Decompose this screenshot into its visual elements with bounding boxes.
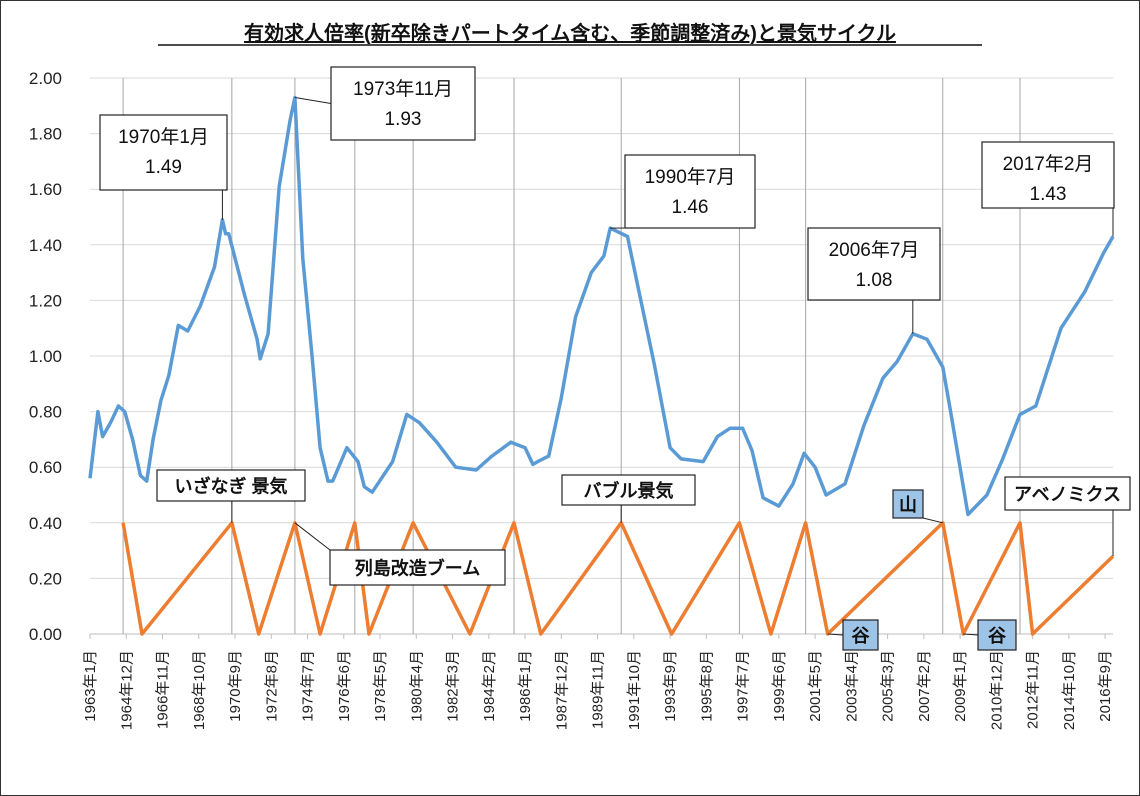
callout-box: [329, 549, 506, 586]
x-tick-label: 2016年9月: [1097, 650, 1114, 722]
y-tick-label: 0.00: [29, 625, 62, 644]
callout-box: [99, 114, 228, 191]
callout-text: 1.43: [1030, 184, 1067, 205]
callout-box: [892, 489, 924, 519]
callout-text: 1973年11月: [353, 78, 453, 100]
callout-text: 1.49: [145, 157, 182, 178]
y-tick-label: 0.80: [29, 403, 62, 422]
callout-text: 1990年7月: [645, 166, 736, 188]
x-tick-label: 1970年9月: [227, 650, 244, 722]
y-tick-label: 0.40: [29, 514, 62, 533]
callout-box: [156, 469, 306, 502]
y-tick-label: 0.60: [29, 458, 62, 477]
callout-text: 1.93: [385, 109, 422, 130]
x-tick-label: 2009年1月: [952, 650, 969, 722]
x-tick-label: 2001年5月: [807, 650, 824, 722]
x-tick-label: 1976年6月: [336, 650, 353, 722]
x-tick-label: 1978年5月: [372, 650, 389, 722]
callout-text: 2006年7月: [829, 239, 920, 261]
callout-box: [330, 66, 476, 141]
annotation-callout: 山: [892, 489, 943, 524]
x-tick-label: 1963年1月: [82, 650, 99, 722]
annotation-callout: 谷: [963, 619, 1017, 651]
y-tick-label: 0.20: [29, 569, 62, 588]
annotation-callout: 谷: [827, 619, 879, 651]
x-tick-label: 1989年11月: [590, 650, 607, 729]
x-tick-label: 1995年8月: [698, 650, 715, 722]
annotation-callout: アベノミクス: [1004, 476, 1131, 557]
annotation-callout: 1973年11月 1.93: [294, 66, 476, 141]
x-tick-label: 1999年6月: [771, 650, 788, 722]
callout-box: [807, 227, 941, 301]
callout-leader: [294, 96, 332, 104]
callout-text: アベノミクス: [1014, 485, 1121, 505]
y-tick-label: 1.00: [29, 347, 62, 366]
callout-box: [561, 474, 696, 506]
callout-leader: [827, 633, 844, 636]
x-tick-label: 2007年2月: [916, 650, 933, 722]
callout-box: [842, 619, 879, 651]
x-tick-label: 2014年10月: [1061, 650, 1078, 730]
annotation-callout: 2006年7月 1.08: [807, 227, 941, 334]
callout-box: [624, 154, 756, 229]
annotation-callout: バブル景気: [561, 474, 696, 523]
callout-text: 1970年1月: [118, 126, 209, 148]
x-tick-label: 2010年12月: [988, 650, 1005, 730]
callout-text: 山: [899, 495, 917, 515]
x-tick-label: 1993年9月: [662, 650, 679, 722]
y-tick-label: 1.20: [29, 291, 62, 310]
callout-leader: [294, 522, 331, 551]
callout-text: 列島改造ブーム: [355, 558, 480, 579]
callout-text: 1.08: [856, 270, 893, 291]
callout-leader: [922, 517, 943, 524]
x-tick-label: 1991年10月: [626, 650, 643, 730]
y-tick-label: 1.80: [29, 125, 62, 144]
annotation-callout: 2017年2月 1.43: [981, 141, 1115, 237]
callout-text: 谷: [852, 626, 871, 646]
callout-text: 2017年2月: [1003, 153, 1094, 175]
annotation-callout: 1990年7月 1.46: [610, 154, 756, 229]
chart-title: 有効求人倍率(新卒除きパートタイム含む、季節調整済み)と景気サイクル: [244, 21, 896, 45]
x-tick-label: 1986年1月: [517, 650, 534, 722]
x-tick-label: 1997年7月: [735, 650, 752, 722]
x-tick-label: 2005年3月: [880, 650, 897, 722]
x-tick-label: 1987年12月: [553, 650, 570, 730]
annotation-callout: 列島改造ブーム: [294, 522, 506, 586]
x-tick-label: 2012年11月: [1025, 650, 1042, 729]
callout-text: いざなぎ 景気: [174, 476, 287, 497]
callout-text: 谷: [988, 626, 1007, 646]
y-tick-label: 2.00: [29, 69, 62, 88]
callout-box: [977, 619, 1017, 651]
x-tick-label: 1982年3月: [445, 650, 462, 722]
x-tick-label: 1966年11月: [155, 650, 172, 729]
callout-box: [981, 141, 1115, 209]
annotation-callout: 1970年1月 1.49: [99, 114, 228, 220]
annotation-callout: いざなぎ 景気: [156, 469, 306, 523]
callout-text: バブル景気: [584, 480, 674, 501]
y-tick-label: 1.40: [29, 236, 62, 255]
x-tick-label: 1964年12月: [118, 650, 135, 730]
callout-text: 1.46: [672, 197, 709, 218]
x-tick-label: 1980年4月: [408, 650, 425, 722]
callout-leader: [963, 633, 979, 636]
x-tick-label: 1984年2月: [481, 650, 498, 722]
callout-box: [1004, 476, 1131, 511]
x-tick-label: 1968年10月: [191, 650, 208, 730]
x-tick-label: 1972年8月: [263, 650, 280, 722]
series-line-job-ratio: [88, 95, 1115, 517]
y-tick-label: 1.60: [29, 180, 62, 199]
x-tick-label: 1974年7月: [300, 650, 317, 722]
x-tick-label: 2003年4月: [843, 650, 860, 722]
